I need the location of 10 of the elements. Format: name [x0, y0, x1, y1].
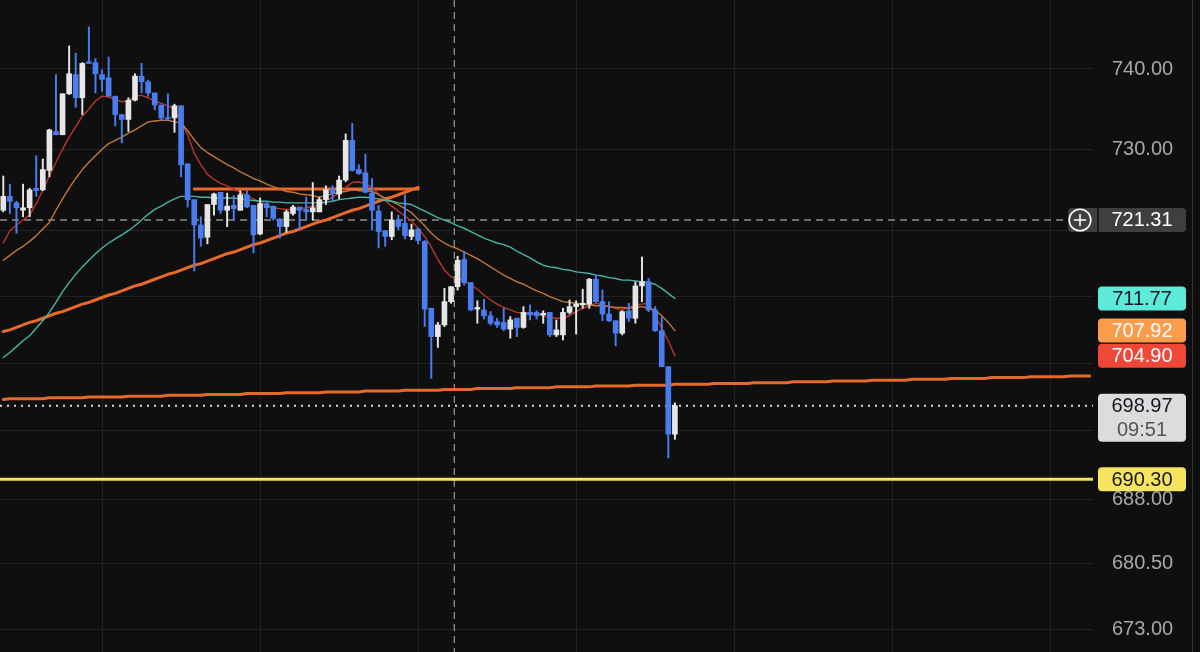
- y-tick-label: 673.00: [1112, 616, 1174, 639]
- text: 704.90: [1111, 344, 1173, 367]
- text: 711.77: [1112, 287, 1172, 310]
- y-tick-label: 740.00: [1112, 56, 1174, 79]
- ref-line-label: 721.31: [1111, 208, 1173, 231]
- y-tick-label: 680.50: [1112, 551, 1174, 574]
- text: 707.92: [1111, 319, 1173, 342]
- ref-line-label: 698.97: [1111, 394, 1173, 417]
- y-tick-label: 730.00: [1112, 136, 1174, 159]
- text: 09:51: [1116, 418, 1168, 441]
